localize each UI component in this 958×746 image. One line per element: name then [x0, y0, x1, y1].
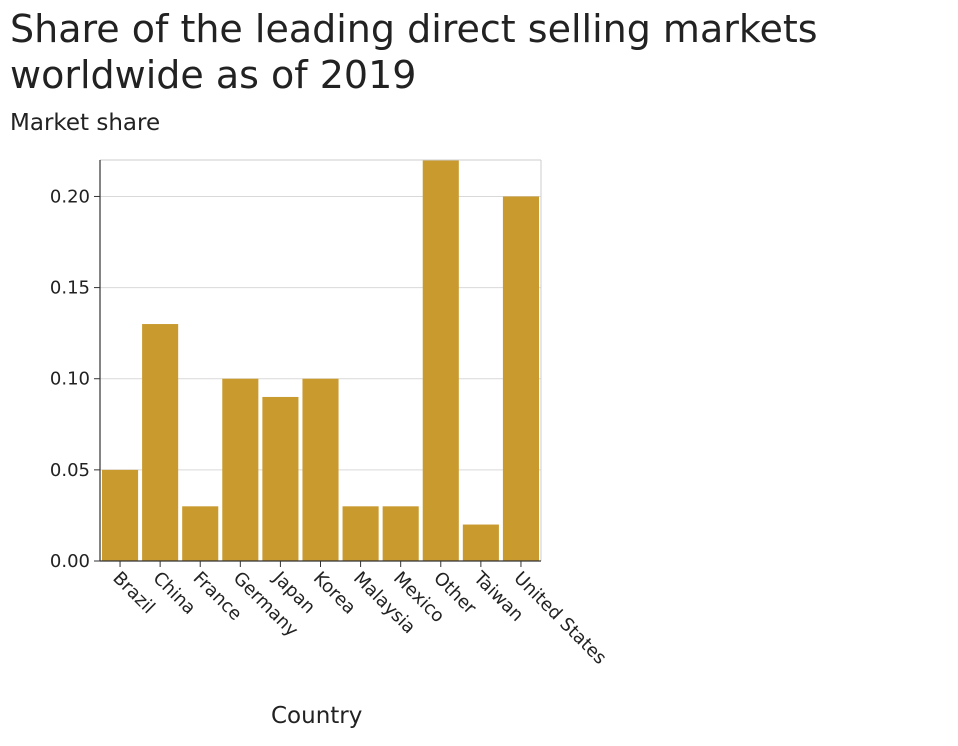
bar-united-states: [502, 196, 539, 562]
axes: [94, 159, 542, 567]
y-tick-label: 0.05: [50, 460, 90, 481]
y-tick-label: 0.10: [50, 369, 90, 390]
x-tick-labels: BrazilChinaFranceGermanyJapanKoreaMalays…: [109, 567, 611, 669]
bar-mexico: [382, 506, 419, 561]
bar-malaysia: [342, 506, 379, 561]
x-axis-label: Country: [271, 703, 363, 729]
x-tick-label: United States: [509, 568, 610, 669]
x-tick-label: China: [149, 568, 200, 619]
bar-korea: [302, 378, 339, 561]
bar-germany: [222, 378, 259, 561]
bar-brazil: [102, 469, 139, 561]
y-tick-labels: 0.00 0.05 0.10 0.15 0.20: [50, 186, 90, 572]
y-tick-label: 0.20: [50, 186, 90, 207]
bars: [102, 160, 539, 562]
bar-taiwan: [462, 524, 499, 561]
chart-title: Share of the leading direct selling mark…: [10, 7, 818, 97]
bar-france: [182, 506, 219, 561]
bar-china: [142, 324, 179, 561]
x-tick-label: Korea: [309, 568, 360, 619]
y-axis-label: Market share: [10, 110, 161, 136]
bar-japan: [262, 396, 299, 561]
y-tick-label: 0.15: [50, 278, 90, 299]
x-tick-label: Brazil: [109, 568, 159, 618]
bar-other: [422, 160, 459, 561]
y-tick-label: 0.00: [50, 551, 90, 572]
